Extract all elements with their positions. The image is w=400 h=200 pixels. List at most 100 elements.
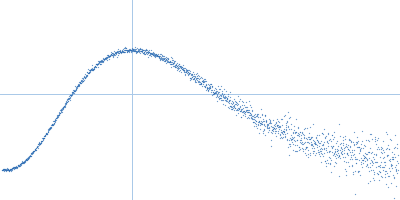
Point: [79, 77, 86, 80]
Point: [232, 102, 238, 105]
Point: [80, 77, 86, 81]
Point: [278, 117, 284, 120]
Point: [296, 134, 302, 137]
Point: [232, 108, 239, 111]
Point: [108, 52, 115, 56]
Point: [387, 182, 394, 185]
Point: [32, 148, 38, 151]
Point: [80, 79, 86, 82]
Point: [214, 94, 220, 97]
Point: [104, 56, 110, 59]
Point: [234, 108, 240, 111]
Point: [379, 176, 385, 179]
Point: [44, 132, 50, 135]
Point: [73, 88, 79, 91]
Point: [171, 64, 177, 67]
Point: [179, 67, 186, 71]
Point: [207, 86, 214, 89]
Point: [185, 70, 192, 73]
Point: [199, 80, 205, 83]
Point: [304, 126, 310, 130]
Point: [57, 111, 63, 114]
Point: [340, 148, 347, 152]
Point: [346, 138, 352, 142]
Point: [152, 53, 159, 56]
Point: [136, 48, 143, 51]
Point: [170, 61, 176, 64]
Point: [300, 127, 307, 130]
Point: [5, 168, 11, 171]
Point: [68, 93, 74, 97]
Point: [77, 80, 83, 83]
Point: [208, 85, 215, 88]
Point: [93, 65, 100, 69]
Point: [68, 93, 75, 96]
Point: [179, 69, 186, 72]
Point: [97, 60, 104, 63]
Point: [214, 93, 220, 96]
Point: [168, 56, 174, 59]
Point: [241, 109, 247, 112]
Point: [82, 75, 88, 78]
Point: [252, 113, 258, 116]
Point: [30, 151, 36, 155]
Point: [0, 169, 5, 172]
Point: [161, 58, 168, 61]
Point: [14, 164, 21, 167]
Point: [112, 51, 118, 54]
Point: [274, 124, 280, 127]
Point: [36, 142, 42, 145]
Point: [24, 159, 30, 162]
Point: [272, 127, 278, 131]
Point: [295, 127, 302, 130]
Point: [332, 151, 338, 154]
Point: [307, 138, 314, 141]
Point: [312, 140, 318, 143]
Point: [273, 120, 280, 123]
Point: [168, 62, 174, 65]
Point: [138, 49, 144, 52]
Point: [336, 149, 343, 152]
Point: [208, 82, 214, 85]
Point: [240, 113, 246, 116]
Point: [369, 138, 375, 141]
Point: [250, 118, 256, 121]
Point: [77, 81, 84, 85]
Point: [101, 58, 107, 61]
Point: [352, 140, 359, 144]
Point: [100, 61, 106, 64]
Point: [394, 146, 400, 150]
Point: [135, 49, 141, 53]
Point: [171, 60, 178, 63]
Point: [120, 50, 127, 54]
Point: [167, 61, 174, 64]
Point: [360, 158, 367, 161]
Point: [211, 92, 217, 95]
Point: [150, 53, 157, 56]
Point: [330, 154, 336, 157]
Point: [133, 50, 140, 53]
Point: [22, 160, 28, 163]
Point: [234, 94, 241, 97]
Point: [317, 154, 323, 157]
Point: [173, 65, 179, 68]
Point: [173, 61, 180, 64]
Point: [28, 155, 34, 158]
Point: [58, 108, 65, 111]
Point: [266, 125, 273, 128]
Point: [127, 48, 133, 51]
Point: [13, 165, 19, 168]
Point: [302, 148, 308, 151]
Point: [167, 60, 173, 63]
Point: [102, 56, 108, 59]
Point: [276, 125, 283, 128]
Point: [172, 65, 178, 69]
Point: [350, 141, 356, 144]
Point: [378, 160, 385, 164]
Point: [94, 62, 100, 65]
Point: [149, 53, 155, 56]
Point: [127, 48, 133, 51]
Point: [27, 154, 33, 157]
Point: [263, 122, 270, 126]
Point: [258, 119, 264, 123]
